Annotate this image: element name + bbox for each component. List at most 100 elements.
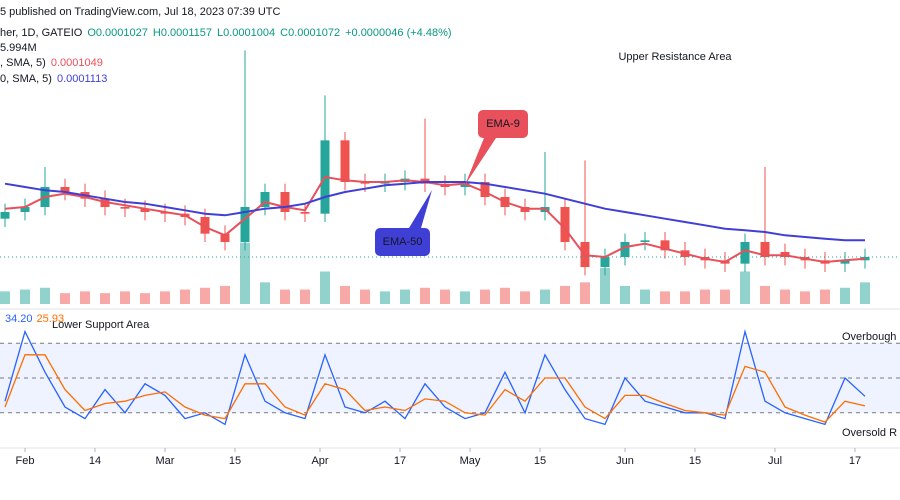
callout-pointer	[409, 190, 432, 228]
x-tick-label: Mar	[156, 455, 175, 467]
callout-label: EMA-9	[486, 118, 520, 130]
candle-body	[220, 233, 230, 242]
text-part: , SMA, 5)	[0, 57, 46, 69]
volume-bar	[640, 289, 650, 304]
attribution: 5 published on TradingView.com, Jul 18, …	[0, 6, 281, 18]
volume-bar	[340, 285, 350, 304]
volume-bar	[680, 291, 690, 304]
volume-bar	[280, 289, 290, 304]
volume-bar	[740, 271, 750, 304]
volume-bar	[760, 285, 770, 304]
candle-body	[860, 257, 870, 261]
text-part: 25.93	[37, 313, 65, 325]
candle-body	[640, 240, 650, 242]
candle-body	[660, 240, 670, 251]
stoch-legend: 34.20 25.93	[5, 313, 64, 325]
candle-body	[60, 187, 70, 192]
volume-bar	[300, 289, 310, 304]
candle-body	[560, 207, 570, 242]
series-line	[4, 175, 866, 264]
candle-body	[340, 140, 350, 182]
text-part: 0.0001113	[57, 73, 107, 85]
volume-bar	[840, 287, 850, 304]
symbol-line: her, 1D, GATEIO O0.0001027 H0.0001157 L0.00…	[0, 27, 452, 39]
x-tick-label: 15	[689, 455, 701, 467]
x-tick-label: 17	[849, 455, 861, 467]
volume-bar	[160, 291, 170, 304]
volume-bar	[600, 267, 610, 304]
volume-bar	[660, 291, 670, 304]
text-part: C0.0001072	[280, 27, 340, 39]
volume-bar	[80, 291, 90, 304]
volume-bar	[40, 287, 50, 304]
x-tick-label: Jul	[768, 455, 782, 467]
x-tick-label: 15	[229, 455, 241, 467]
x-tick-label: Feb	[16, 455, 35, 467]
series-line	[4, 181, 865, 242]
volume-bar	[800, 291, 810, 304]
volume-bar	[540, 289, 550, 304]
candle-body	[760, 242, 770, 257]
x-tick-label: May	[460, 455, 481, 467]
text-part: 34.20	[5, 313, 33, 325]
text-part: L0.0001004	[217, 27, 275, 39]
volume-bar	[780, 289, 790, 304]
callout-label: EMA-50	[383, 236, 423, 248]
callout-box	[375, 228, 430, 256]
volume-bar	[480, 289, 490, 304]
volume-bar	[500, 287, 510, 304]
indicator-legend: 0, SMA, 5) 0.0001113	[0, 73, 107, 85]
volume-bar	[240, 242, 250, 304]
volume-bar	[560, 285, 570, 304]
candle-body	[240, 207, 250, 242]
x-tick-label: Apr	[311, 455, 328, 467]
text-part: H0.0001157	[153, 27, 212, 39]
candle-body	[840, 260, 850, 264]
text-part: +0.0000046 (+4.48%)	[345, 27, 451, 39]
volume-bar	[100, 293, 110, 304]
volume-bar	[320, 271, 330, 304]
text-part: her, 1D, GATEIO	[0, 27, 83, 39]
annotation: Upper Resistance Area	[618, 51, 732, 63]
series-line	[4, 329, 866, 426]
candle-body	[600, 257, 610, 267]
candle-body	[20, 207, 30, 212]
volume-bar	[360, 289, 370, 304]
candle-body	[120, 207, 130, 209]
volume-bar	[580, 282, 590, 304]
candle-body	[480, 182, 490, 197]
x-tick-label: 17	[394, 455, 406, 467]
candle-body	[280, 192, 290, 212]
annotation: Lower Support Area	[52, 319, 150, 331]
series-line	[4, 354, 866, 423]
volume-bar	[220, 285, 230, 304]
volume-bar	[520, 291, 530, 304]
callout-box	[478, 110, 528, 138]
volume-bar	[420, 287, 430, 304]
volume-bar	[180, 289, 190, 304]
volume-bar	[400, 289, 410, 304]
text-part: O0.0001027	[87, 27, 148, 39]
volume-bar	[700, 289, 710, 304]
annotation: Oversold R	[842, 427, 897, 439]
text-part: 0.0001049	[51, 57, 103, 69]
candle-body	[620, 242, 630, 257]
volume-bar	[620, 285, 630, 304]
volume-legend: 5.994M	[0, 42, 37, 54]
x-tick-label: 15	[534, 455, 546, 467]
volume-bar	[260, 282, 270, 304]
volume-bar	[460, 291, 470, 304]
volume-bar	[860, 282, 870, 304]
x-tick-label: Jun	[616, 455, 634, 467]
annotation: Overbough	[842, 331, 896, 343]
volume-bar	[140, 293, 150, 304]
volume-bar	[120, 291, 130, 304]
indicator-legend: , SMA, 5) 0.0001049	[0, 57, 103, 69]
volume-bar	[60, 293, 70, 304]
volume-bar	[720, 289, 730, 304]
callout-pointer	[465, 138, 496, 185]
candle-body	[300, 212, 310, 214]
volume-bar	[820, 289, 830, 304]
